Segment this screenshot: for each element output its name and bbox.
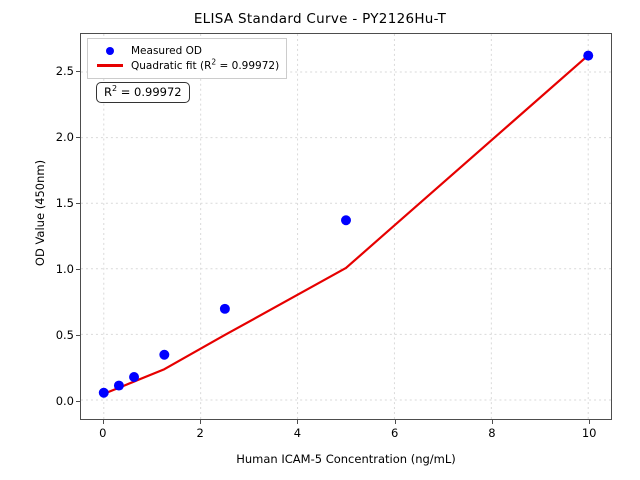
x-tick-mark <box>491 420 493 424</box>
y-tick-mark <box>76 203 80 205</box>
x-tick-mark <box>297 420 299 424</box>
x-tick-label: 8 <box>488 426 496 440</box>
x-tick-label: 2 <box>196 426 204 440</box>
x-tick-marks <box>80 420 612 426</box>
y-tick-mark <box>76 334 80 336</box>
chart-title: ELISA Standard Curve - PY2126Hu-T <box>193 11 447 27</box>
y-tick-labels: 0.0 0.5 1.0 1.5 2.0 2.5 <box>36 33 74 420</box>
x-tick-labels: 0 2 4 6 8 10 <box>80 426 612 444</box>
x-tick-label: 4 <box>293 426 302 440</box>
legend-item-quadratic-fit: Quadratic fit (R2 = 0.99972) <box>95 58 279 73</box>
chart-legend: Measured OD Quadratic fit (R2 = 0.99972) <box>87 38 288 79</box>
y-tick-label: 1.0 <box>55 262 74 277</box>
y-axis-label: OD Value (450nm) <box>33 159 47 267</box>
y-tick-mark <box>76 137 80 139</box>
x-tick-label: 6 <box>390 426 399 440</box>
y-tick-mark <box>76 269 80 271</box>
y-tick-label: 2.0 <box>55 130 74 145</box>
x-tick-mark <box>589 420 591 424</box>
y-tick-label: 0.0 <box>55 393 74 408</box>
legend-label-measured-od: Measured OD <box>131 44 202 57</box>
x-tick-label: 0 <box>99 426 107 440</box>
legend-label-quadratic-fit: Quadratic fit (R2 = 0.99972) <box>131 57 280 72</box>
data-layer <box>98 50 594 398</box>
y-tick-label: 2.5 <box>55 64 74 79</box>
x-tick-label: 10 <box>581 426 597 440</box>
legend-line-icon <box>95 64 125 67</box>
y-tick-mark <box>76 400 80 402</box>
legend-marker-icon <box>95 46 125 55</box>
x-axis-label: Human ICAM-5 Concentration (ng/mL) <box>236 452 456 466</box>
y-tick-mark <box>76 71 80 73</box>
r-squared-annotation: R2 = 0.99972 <box>96 82 190 103</box>
y-tick-marks <box>74 33 80 420</box>
x-tick-mark <box>200 420 202 424</box>
y-tick-label: 0.5 <box>55 327 74 342</box>
x-tick-mark <box>102 420 104 424</box>
y-tick-label: 1.5 <box>55 196 74 211</box>
legend-item-measured-od: Measured OD <box>95 43 279 58</box>
x-tick-mark <box>394 420 396 424</box>
